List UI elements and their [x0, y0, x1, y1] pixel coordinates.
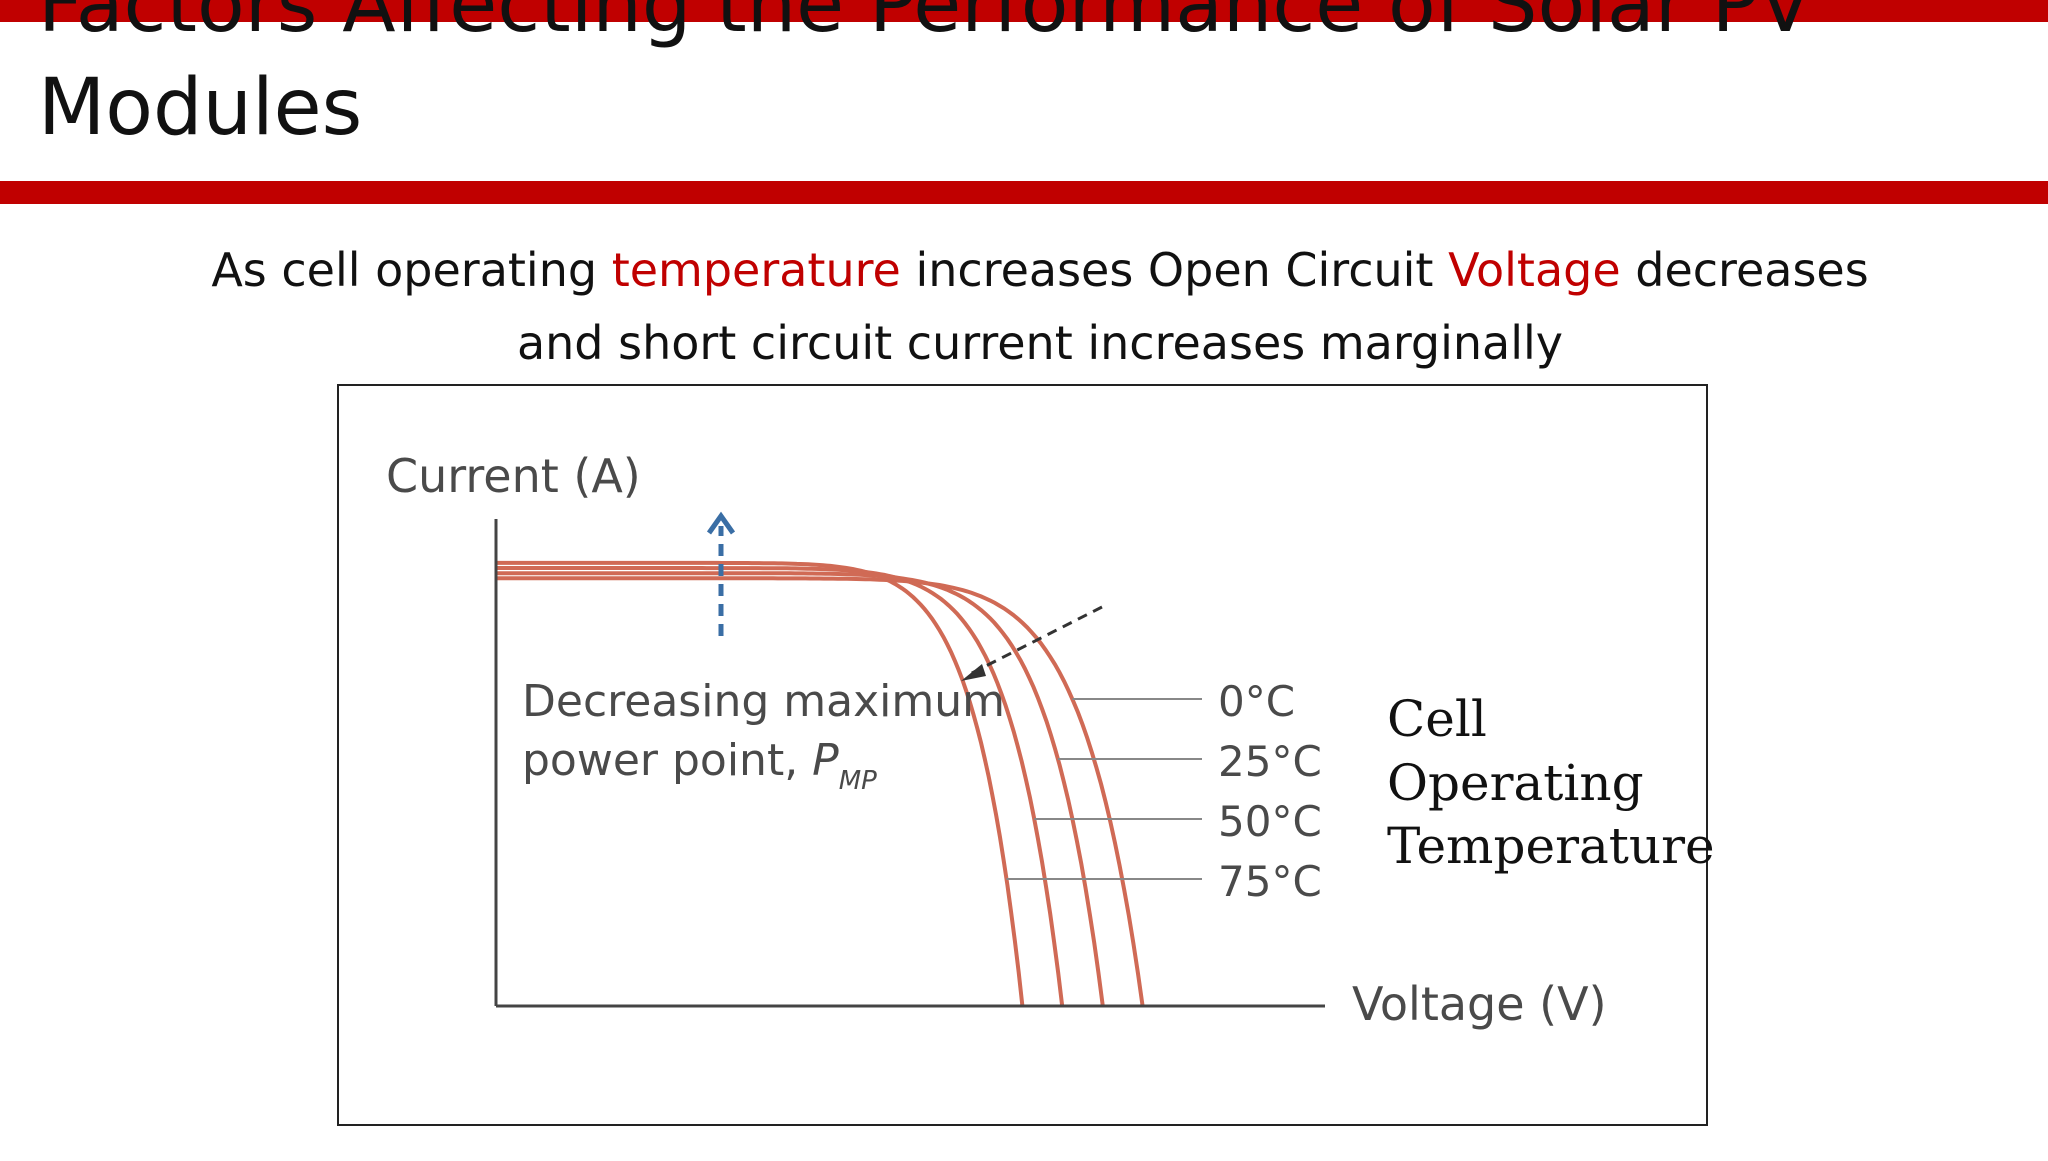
slide-title: Factors Affecting the Performance of Sol… [38, 0, 2018, 160]
subtitle-highlight-temperature: temperature [611, 243, 901, 297]
leader-line-group [1006, 698, 1202, 880]
iv-curve-0c [496, 576, 1145, 1007]
legend-title-line-1: Cell [1387, 690, 1487, 748]
legend-title-line-2: Operating [1387, 754, 1644, 812]
subtitle-line-1: As cell operating temperature increases … [0, 234, 2048, 307]
legend-title-line-3: Temperature [1387, 817, 1715, 875]
slide-subtitle: As cell operating temperature increases … [0, 234, 2048, 380]
temperature-label-0c: 0°C [1218, 677, 1295, 726]
slide-title-line-1: Factors Affecting the Performance of Sol… [38, 0, 1812, 50]
slide-title-line-2: Modules [38, 63, 363, 153]
iv-curve-75c [496, 560, 1025, 1007]
temperature-label-75c: 75°C [1218, 857, 1322, 906]
mpp-annotation-subscript: MP [839, 766, 877, 796]
mpp-annotation-line-1: Decreasing maximum [522, 676, 1005, 727]
curve-group [496, 560, 1145, 1007]
iv-curve-50c [496, 566, 1065, 1007]
temperature-label-50c: 50°C [1218, 797, 1322, 846]
y-axis-label: Current (A) [386, 449, 641, 503]
mpp-annotation-line-2: power point, PMP [522, 735, 877, 796]
subtitle-highlight-voltage: Voltage [1448, 243, 1621, 297]
subtitle-text-2: increases Open Circuit [900, 243, 1449, 297]
title-underline-bar [0, 181, 2048, 204]
temperature-label-25c: 25°C [1218, 737, 1322, 786]
iv-curve-25c [496, 571, 1105, 1007]
x-axis-label: Voltage (V) [1352, 977, 1607, 1031]
subtitle-text-1: As cell operating [211, 243, 612, 297]
mpp-annotation-text: power point, [522, 735, 812, 786]
subtitle-text-3: decreases [1620, 243, 1869, 297]
temperature-label-group: 0°C 25°C 50°C 75°C [1218, 677, 1322, 906]
top-accent-bar [0, 0, 2048, 22]
mpp-decrease-arrow-head [961, 664, 986, 681]
mpp-decrease-arrow-shaft [969, 605, 1103, 676]
isc-increase-arrow-head [706, 511, 736, 535]
subtitle-line-2: and short circuit current increases marg… [516, 316, 1564, 370]
mpp-annotation-symbol: P [812, 735, 839, 786]
